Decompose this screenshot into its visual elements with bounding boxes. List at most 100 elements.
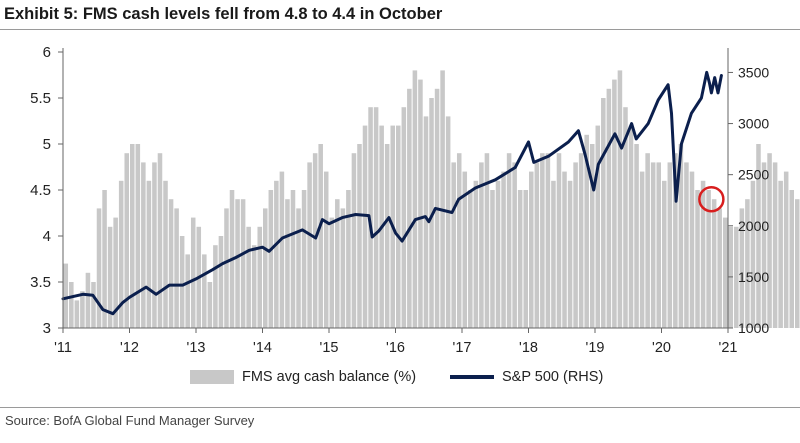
cash-bar: [124, 153, 129, 328]
cash-bar: [573, 162, 578, 328]
cash-bar: [301, 190, 307, 328]
cash-bar: [296, 208, 301, 328]
chart-canvas: 3 3.5 4 4.5 5 5.5 6 1000 1500 2000 2500 3000 3500 '11…: [30, 44, 800, 356]
cash-bar: [102, 190, 107, 328]
right-tick-label: 3000: [738, 116, 769, 132]
cash-bar: [357, 144, 362, 328]
left-tick-label: 5.5: [30, 90, 51, 107]
cash-bar: [307, 162, 312, 328]
cash-bar: [74, 300, 80, 328]
legend-swatch-line: [450, 375, 494, 379]
legend-label-cash: FMS avg cash balance (%): [242, 369, 417, 385]
cash-bar: [418, 79, 423, 328]
cash-bar: [795, 199, 800, 328]
cash-bar: [662, 180, 667, 328]
cash-bar: [578, 153, 584, 328]
cash-bar: [118, 180, 124, 328]
cash-bar: [645, 153, 650, 328]
cash-bar: [323, 171, 329, 328]
cash-bar: [268, 190, 274, 328]
cash-bar: [373, 107, 379, 328]
legend-swatch-bar: [190, 370, 234, 384]
cash-bar: [251, 245, 257, 328]
right-tick-label: 2500: [738, 167, 769, 183]
cash-bar: [440, 70, 445, 329]
cash-bar: [384, 144, 390, 328]
cash-bar: [673, 153, 678, 328]
cash-bar: [152, 162, 157, 328]
cash-bar: [711, 199, 717, 328]
cash-bar: [168, 199, 174, 328]
cash-bar: [69, 282, 74, 328]
cash-bar: [562, 171, 567, 328]
cash-bar: [556, 153, 562, 328]
cash-bar: [734, 226, 739, 328]
cash-bar: [346, 190, 351, 328]
cash-bar: [141, 162, 146, 328]
cash-bar: [490, 190, 495, 328]
cash-bar: [584, 134, 589, 328]
cash-bar: [589, 144, 595, 328]
right-tick-label: 1000: [738, 320, 769, 336]
cash-bar: [667, 162, 673, 328]
left-tick-label: 4.5: [30, 182, 51, 199]
cash-bar: [772, 162, 778, 328]
cash-bar: [456, 153, 462, 328]
cash-bar: [80, 291, 85, 328]
cash-bar: [656, 162, 661, 328]
cash-bar: [595, 125, 601, 328]
cash-bar: [174, 208, 179, 328]
cash-bar: [567, 180, 573, 328]
legend-item-cash: FMS avg cash balance (%): [190, 368, 416, 386]
cash-bar: [335, 199, 340, 328]
cash-bar: [634, 144, 639, 328]
x-tick-label: '15: [320, 340, 339, 356]
cash-bar: [484, 153, 490, 328]
cash-bar: [340, 208, 346, 328]
cash-bar: [789, 190, 794, 328]
x-tick-label: '11: [54, 340, 72, 356]
cash-bar: [628, 125, 634, 328]
left-tick-label: 5: [43, 136, 51, 153]
cash-bar: [617, 70, 623, 329]
cash-bar: [240, 199, 246, 328]
cash-bar: [601, 98, 606, 328]
x-tick-label: '13: [187, 340, 206, 356]
chart-title: Exhibit 5: FMS cash levels fell from 4.8…: [4, 5, 443, 23]
cash-bar: [274, 180, 279, 328]
cash-bar: [263, 208, 268, 328]
cash-bar: [783, 171, 789, 328]
cash-bar: [235, 199, 240, 328]
cash-bar: [750, 180, 756, 328]
x-tick-label: '16: [386, 340, 405, 356]
cash-bar: [534, 162, 540, 328]
cash-bar: [623, 107, 628, 328]
cash-bar: [512, 162, 517, 328]
cash-bar: [717, 208, 722, 328]
cash-bar: [506, 153, 512, 328]
cash-bar: [135, 144, 141, 328]
cash-bar: [107, 226, 113, 328]
spx-line: [61, 70, 723, 316]
cash-bar: [545, 153, 551, 328]
cash-bar: [157, 153, 163, 328]
cash-bar: [639, 171, 645, 328]
cash-bar: [63, 263, 69, 328]
cash-bar: [612, 79, 617, 328]
cash-bar: [523, 190, 528, 328]
x-tick-label: '19: [586, 340, 605, 356]
cash-bar: [224, 208, 229, 328]
right-tick-label: 3500: [738, 64, 769, 80]
cash-bar: [362, 125, 368, 328]
source-divider: [0, 407, 800, 408]
cash-bar: [96, 208, 102, 328]
cash-bar: [179, 236, 185, 328]
cash-bar: [412, 70, 418, 329]
cash-bar: [706, 190, 711, 328]
cash-bar: [318, 144, 323, 328]
cash-bar: [190, 217, 196, 328]
cash-bar: [678, 144, 684, 328]
cash-bar: [207, 282, 213, 328]
x-tick-label: '21: [719, 340, 738, 356]
source-note: Source: BofA Global Fund Manager Survey: [5, 413, 255, 428]
